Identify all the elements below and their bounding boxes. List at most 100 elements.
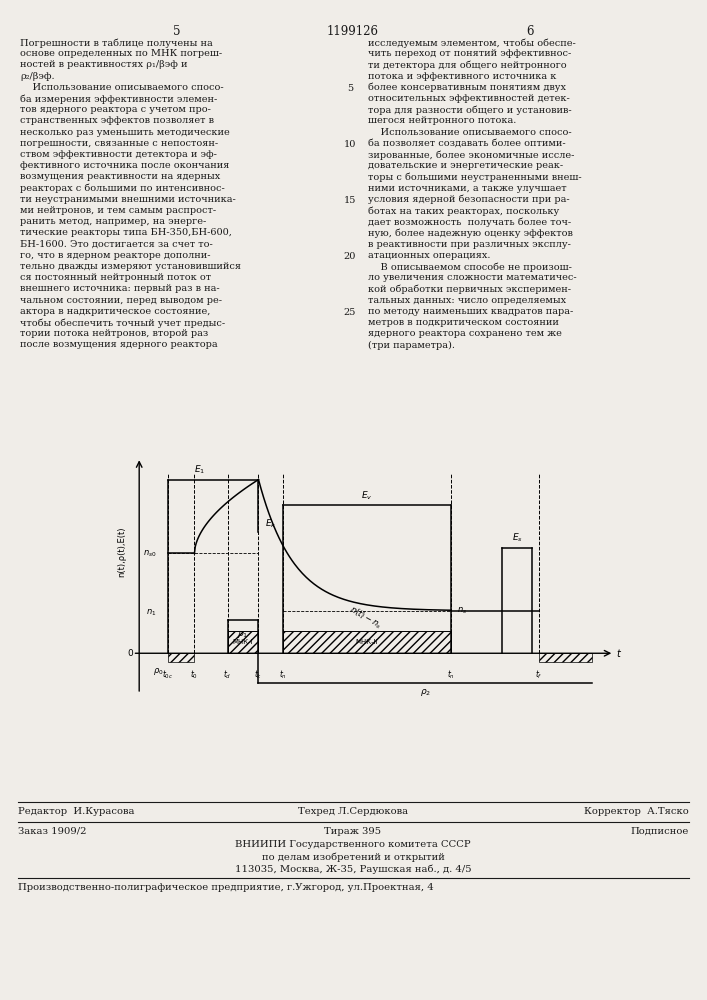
Text: ранить метод, например, на энерге-: ранить метод, например, на энерге- <box>20 217 206 226</box>
Text: $\rho_0$: $\rho_0$ <box>153 666 163 677</box>
Text: тов ядерного реактора с учетом про-: тов ядерного реактора с учетом про- <box>20 105 211 114</box>
Text: ти детектора для общего нейтронного: ти детектора для общего нейтронного <box>368 60 566 70</box>
Text: МНК-II: МНК-II <box>356 639 378 645</box>
Text: Корректор  А.Тяско: Корректор А.Тяско <box>584 807 689 816</box>
Text: $t_{0c}$: $t_{0c}$ <box>163 668 173 681</box>
Text: го, что в ядерном реакторе дополни-: го, что в ядерном реакторе дополни- <box>20 251 211 260</box>
Text: ло увеличения сложности математичес-: ло увеличения сложности математичес- <box>368 273 577 282</box>
Text: после возмущения ядерного реактора: после возмущения ядерного реактора <box>20 340 218 349</box>
Text: зированные, более экономичные иссле-: зированные, более экономичные иссле- <box>368 150 574 159</box>
Text: актора в надкритическое состояние,: актора в надкритическое состояние, <box>20 307 211 316</box>
Text: 5: 5 <box>173 25 181 38</box>
Text: n(t),ρ(t),E(t): n(t),ρ(t),E(t) <box>117 526 126 577</box>
Text: 10: 10 <box>344 140 356 149</box>
Text: дает возможность  получать более точ-: дает возможность получать более точ- <box>368 217 571 227</box>
Text: $\rho_2$: $\rho_2$ <box>420 687 431 698</box>
Text: 15: 15 <box>344 196 356 205</box>
Text: $t_d$: $t_d$ <box>223 668 232 681</box>
Text: ти неустранимыми внешними источника-: ти неустранимыми внешними источника- <box>20 195 235 204</box>
Text: ними источниками, а также улучшает: ними источниками, а также улучшает <box>368 184 566 193</box>
Text: В описываемом способе не произош-: В описываемом способе не произош- <box>368 262 572 271</box>
Text: ную, более надежную оценку эффектов: ную, более надежную оценку эффектов <box>368 228 573 238</box>
Text: в реактивности при различных эксплу-: в реактивности при различных эксплу- <box>368 240 571 249</box>
Bar <box>283 631 451 653</box>
Text: чальном состоянии, перед выводом ре-: чальном состоянии, перед выводом ре- <box>20 296 222 305</box>
Text: Погрешности в таблице получены на: Погрешности в таблице получены на <box>20 38 213 47</box>
Text: ВНИИПИ Государственного комитета СССР: ВНИИПИ Государственного комитета СССР <box>235 840 471 849</box>
Text: Заказ 1909/2: Заказ 1909/2 <box>18 827 86 836</box>
Text: странственных эффектов позволяет в: странственных эффектов позволяет в <box>20 116 214 125</box>
Text: внешнего источника: первый раз в на-: внешнего источника: первый раз в на- <box>20 284 220 293</box>
Text: по методу наименьших квадратов пара-: по методу наименьших квадратов пара- <box>368 307 573 316</box>
Text: довательские и энергетические реак-: довательские и энергетические реак- <box>368 161 563 170</box>
Text: чтобы обеспечить точный учет предыс-: чтобы обеспечить точный учет предыс- <box>20 318 225 328</box>
Text: возмущения реактивности на ядерных: возмущения реактивности на ядерных <box>20 172 221 181</box>
Text: чить переход от понятий эффективнос-: чить переход от понятий эффективнос- <box>368 49 571 58</box>
Text: $n_1$: $n_1$ <box>146 608 157 618</box>
Text: $n_{s0}$: $n_{s0}$ <box>144 548 157 559</box>
Text: $t_0$: $t_0$ <box>190 668 199 681</box>
Text: 6: 6 <box>526 25 534 38</box>
Text: шегося нейтронного потока.: шегося нейтронного потока. <box>368 116 516 125</box>
Text: 1199126: 1199126 <box>327 25 379 38</box>
Bar <box>228 631 259 653</box>
Text: относительных эффективностей детек-: относительных эффективностей детек- <box>368 94 570 103</box>
Text: кой обработки первичных эксперимен-: кой обработки первичных эксперимен- <box>368 284 571 294</box>
Text: Использование описываемого спосо-: Использование описываемого спосо- <box>368 128 572 137</box>
Text: несколько раз уменьшить методические: несколько раз уменьшить методические <box>20 128 230 137</box>
Text: Производственно-полиграфическое предприятие, г.Ужгород, ул.Проектная, 4: Производственно-полиграфическое предприя… <box>18 883 434 892</box>
Text: 20: 20 <box>344 252 356 261</box>
Text: t: t <box>617 649 620 659</box>
Text: $t_k$: $t_k$ <box>255 668 262 681</box>
Text: ми нейтронов, и тем самым распрост-: ми нейтронов, и тем самым распрост- <box>20 206 216 215</box>
Text: $t_n$: $t_n$ <box>279 668 287 681</box>
Bar <box>539 653 592 662</box>
Text: условия ядерной безопасности при ра-: условия ядерной безопасности при ра- <box>368 195 570 204</box>
Text: тельно дважды измеряют установившийся: тельно дважды измеряют установившийся <box>20 262 241 271</box>
Text: Техред Л.Сердюкова: Техред Л.Сердюкова <box>298 807 408 816</box>
Text: 5: 5 <box>347 84 353 93</box>
Text: ба позволяет создавать более оптими-: ба позволяет создавать более оптими- <box>368 139 566 148</box>
Text: ρ₂/βэф.: ρ₂/βэф. <box>20 72 54 81</box>
Text: 0: 0 <box>128 649 134 658</box>
Text: Использование описываемого спосо-: Использование описываемого спосо- <box>20 83 223 92</box>
Text: 113035, Москва, Ж-35, Раушская наб., д. 4/5: 113035, Москва, Ж-35, Раушская наб., д. … <box>235 864 472 874</box>
Text: тальных данных: число определяемых: тальных данных: число определяемых <box>368 296 566 305</box>
Text: исследуемым элементом, чтобы обеспе-: исследуемым элементом, чтобы обеспе- <box>368 38 575 47</box>
Text: торы с большими неустраненными внеш-: торы с большими неустраненными внеш- <box>368 172 582 182</box>
Text: МНК-I: МНК-I <box>233 639 253 645</box>
Text: Подписное: Подписное <box>631 827 689 836</box>
Text: $t_f$: $t_f$ <box>535 668 543 681</box>
Text: ядерного реактора сохранено тем же: ядерного реактора сохранено тем же <box>368 329 562 338</box>
Text: ностей в реактивностях ρ₁/βэф и: ностей в реактивностях ρ₁/βэф и <box>20 60 187 69</box>
Text: потока и эффективного источника к: потока и эффективного источника к <box>368 72 556 81</box>
Text: $E_v$: $E_v$ <box>361 489 373 502</box>
Text: $t_n$: $t_n$ <box>447 668 455 681</box>
Text: тора для разности общего и установив-: тора для разности общего и установив- <box>368 105 572 115</box>
Text: $E_1$: $E_1$ <box>194 463 206 476</box>
Text: $\rho_1$: $\rho_1$ <box>238 629 249 640</box>
Text: $n(t)-n_s$: $n(t)-n_s$ <box>347 603 385 632</box>
Text: ботах на таких реакторах, поскольку: ботах на таких реакторах, поскольку <box>368 206 559 216</box>
Text: более консервативным понятиям двух: более консервативным понятиям двух <box>368 83 566 92</box>
Text: атационных операциях.: атационных операциях. <box>368 251 491 260</box>
Text: реакторах с большими по интенсивнос-: реакторах с большими по интенсивнос- <box>20 184 225 193</box>
Text: фективного источника после окончания: фективного источника после окончания <box>20 161 229 170</box>
Text: ством эффективности детектора и эф-: ством эффективности детектора и эф- <box>20 150 217 159</box>
Text: ба измерения эффективности элемен-: ба измерения эффективности элемен- <box>20 94 217 104</box>
Text: Редактор  И.Курасова: Редактор И.Курасова <box>18 807 134 816</box>
Text: тические реакторы типа БН-350,БН-600,: тические реакторы типа БН-350,БН-600, <box>20 228 232 237</box>
Text: ся постоянный нейтронный поток от: ся постоянный нейтронный поток от <box>20 273 211 282</box>
Text: $n_s$: $n_s$ <box>457 606 467 616</box>
Bar <box>168 653 194 662</box>
Text: основе определенных по МНК погреш-: основе определенных по МНК погреш- <box>20 49 222 58</box>
Text: метров в подкритическом состоянии: метров в подкритическом состоянии <box>368 318 559 327</box>
Text: $E_s$: $E_s$ <box>512 532 522 544</box>
Text: погрешности, связанные с непостоян-: погрешности, связанные с непостоян- <box>20 139 218 148</box>
Text: $E_k$: $E_k$ <box>265 517 276 530</box>
Text: тории потока нейтронов, второй раз: тории потока нейтронов, второй раз <box>20 329 209 338</box>
Text: по делам изобретений и открытий: по делам изобретений и открытий <box>262 852 445 861</box>
Text: (три параметра).: (три параметра). <box>368 340 455 350</box>
Text: Тираж 395: Тираж 395 <box>325 827 382 836</box>
Text: 25: 25 <box>344 308 356 317</box>
